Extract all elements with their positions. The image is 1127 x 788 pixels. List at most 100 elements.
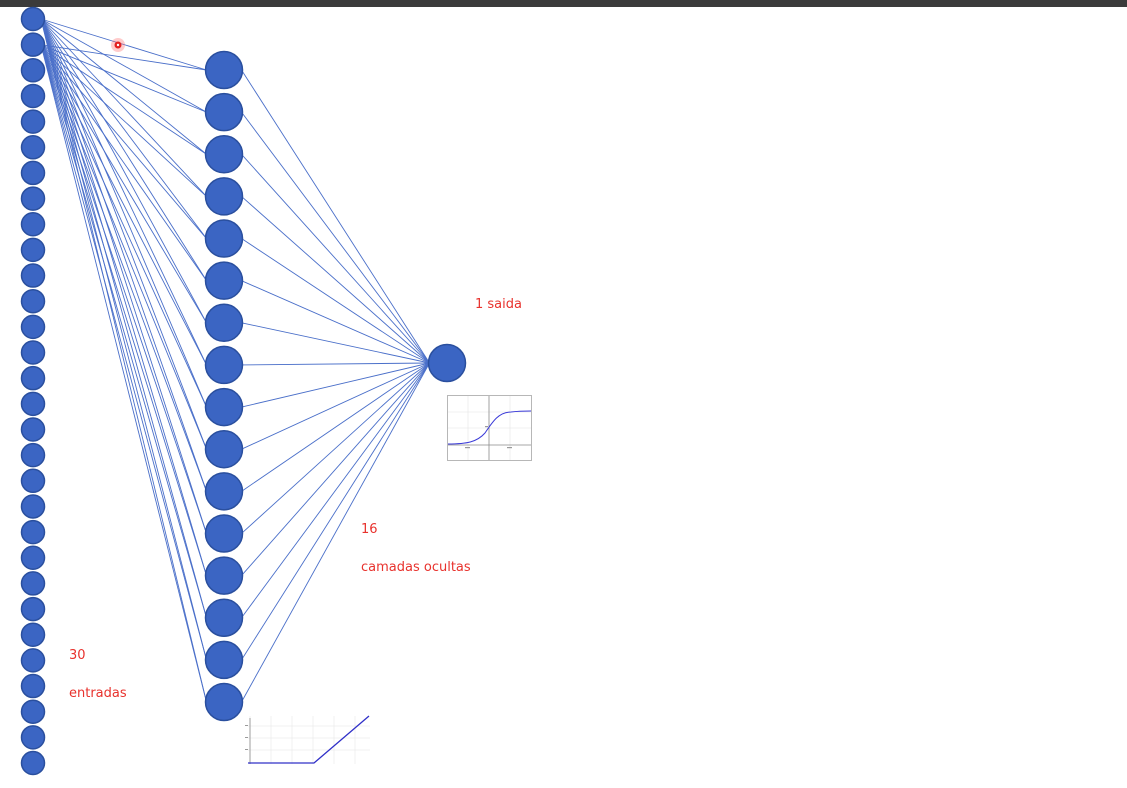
hidden-neuron <box>204 50 244 90</box>
input-neuron <box>20 211 46 237</box>
input-hidden-edge <box>40 44 207 618</box>
window-top-bar <box>0 0 1127 7</box>
hidden-output-edge <box>241 153 430 364</box>
hidden-output-edge <box>241 196 430 364</box>
input-hidden-edge <box>40 44 207 197</box>
input-neuron <box>20 442 46 468</box>
hidden-layer-label: camadas ocultas <box>361 560 471 575</box>
hidden-output-edge <box>241 362 430 619</box>
input-hidden-edge <box>40 18 207 155</box>
input-hidden-edge <box>40 44 207 703</box>
input-neuron <box>20 596 46 622</box>
input-hidden-edge <box>40 18 207 113</box>
output-label: 1 saida <box>475 297 522 312</box>
input-neuron <box>20 391 46 417</box>
output-neuron <box>427 343 467 383</box>
input-hidden-edge <box>40 44 207 324</box>
hidden-output-edge <box>241 362 430 450</box>
input-neuron <box>20 519 46 545</box>
hidden-neuron <box>204 640 244 680</box>
hidden-output-edge <box>241 362 430 534</box>
input-hidden-edge <box>40 18 207 492</box>
input-neuron <box>20 6 46 32</box>
input-neuron <box>20 58 46 83</box>
hidden-output-edge <box>241 362 430 366</box>
hidden-output-edge <box>241 238 430 364</box>
hidden-neuron <box>204 92 244 132</box>
input-neuron <box>20 288 46 314</box>
input-hidden-edge <box>40 44 207 71</box>
hidden-neuron <box>204 429 244 469</box>
hidden-output-edge <box>241 362 430 703</box>
hidden-output-edge <box>241 362 430 576</box>
input-hidden-edge <box>40 18 207 618</box>
relu-plot-icon <box>244 714 372 766</box>
hidden-neuron <box>204 598 244 637</box>
input-hidden-edge <box>40 44 207 155</box>
input-neuron <box>20 725 46 750</box>
hidden-output-edge <box>241 280 430 364</box>
input-hidden-edge <box>40 44 207 239</box>
hidden-neuron <box>204 135 244 174</box>
input-hidden-edge <box>40 44 207 408</box>
input-hidden-edge <box>40 18 207 703</box>
hidden-output-edge <box>241 322 430 364</box>
input-hidden-edge <box>40 18 207 71</box>
hidden-output-edge <box>241 362 430 661</box>
hidden-count-label: 16 <box>361 522 378 537</box>
input-hidden-edge <box>40 44 207 576</box>
input-hidden-edge <box>40 18 207 660</box>
input-hidden-edge <box>40 18 207 366</box>
input-neuron <box>20 648 46 673</box>
input-neuron <box>20 545 46 571</box>
hidden-neuron <box>204 303 244 343</box>
input-neuron <box>20 417 46 442</box>
neurons <box>20 6 467 776</box>
hidden-neuron <box>204 261 244 300</box>
input-hidden-edge <box>40 18 207 408</box>
input-hidden-edge <box>40 18 207 534</box>
input-neuron <box>20 750 46 776</box>
cursor-highlight <box>111 38 125 52</box>
input-hidden-edge <box>40 44 207 450</box>
input-neuron <box>20 494 46 519</box>
input-neuron <box>20 699 46 724</box>
hidden-neuron <box>204 177 244 216</box>
input-neuron <box>20 109 46 134</box>
input-neuron <box>20 186 46 211</box>
input-neuron <box>20 83 46 109</box>
input-hidden-edge <box>40 44 207 660</box>
hidden-output-edge <box>241 69 430 364</box>
hidden-neuron <box>204 219 244 258</box>
hidden-output-edge <box>241 362 430 408</box>
input-neuron <box>20 160 46 186</box>
hidden-output-edge <box>241 362 430 492</box>
input-hidden-edge <box>40 18 207 281</box>
input-hidden-edge <box>40 44 207 366</box>
input-hidden-edge <box>40 44 207 113</box>
hidden-neuron <box>204 387 244 427</box>
input-neuron <box>20 468 46 494</box>
input-neuron <box>20 135 46 160</box>
input-count-label: 30 <box>69 648 86 663</box>
input-hidden-edge <box>40 18 207 450</box>
hidden-neuron <box>204 682 244 722</box>
input-neuron <box>20 622 46 647</box>
connections <box>40 18 430 703</box>
sigmoid-plot-icon <box>447 395 532 461</box>
input-neuron <box>20 571 46 596</box>
input-neuron <box>20 365 46 391</box>
input-neuron <box>20 673 46 699</box>
input-layer-label: entradas <box>69 686 127 701</box>
hidden-output-edge <box>241 111 430 364</box>
input-hidden-edge <box>40 44 207 534</box>
input-neuron <box>20 263 46 288</box>
hidden-neuron <box>204 514 244 553</box>
input-neuron <box>20 237 46 263</box>
input-neuron <box>20 314 46 340</box>
input-hidden-edge <box>40 44 207 281</box>
input-neuron <box>20 32 46 57</box>
input-hidden-edge <box>40 44 207 492</box>
hidden-neuron <box>204 345 244 385</box>
